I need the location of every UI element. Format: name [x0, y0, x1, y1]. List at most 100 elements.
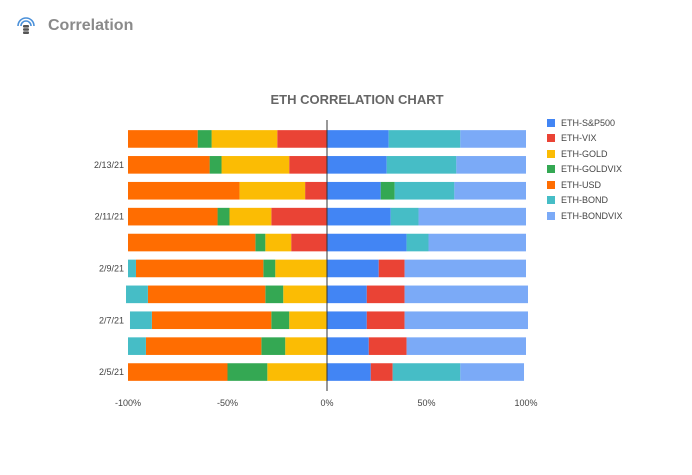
legend-item[interactable]: ETH-USD — [547, 177, 623, 193]
bar-segment — [128, 130, 198, 148]
x-tick-label: -100% — [115, 398, 141, 408]
bar-segment — [428, 233, 526, 252]
bar-segment — [128, 233, 256, 252]
bar-segment — [291, 233, 327, 252]
bar-segment — [265, 233, 292, 252]
bar-segment — [289, 311, 327, 330]
bar-segment — [386, 156, 457, 174]
chart-title: ETH CORRELATION CHART — [270, 92, 443, 107]
app-header: Correlation — [14, 14, 133, 38]
bar-segment — [263, 259, 276, 278]
bar-segment — [327, 233, 407, 252]
bar-segment — [285, 337, 327, 355]
bar-segment — [261, 337, 286, 355]
bar-segment — [128, 363, 228, 381]
bar-segment — [209, 156, 222, 174]
legend-item[interactable]: ETH-BONDVIX — [547, 208, 623, 224]
bar-segment — [227, 363, 268, 381]
bar-segment — [135, 259, 264, 278]
bar-segment — [460, 363, 525, 381]
y-tick-label: 2/9/21 — [99, 263, 124, 273]
bar-segment — [390, 207, 419, 226]
bar-segment — [418, 207, 526, 226]
bar-segment — [392, 363, 461, 381]
legend-swatch — [547, 165, 555, 174]
x-tick-label: 100% — [514, 398, 537, 408]
y-tick-label: 2/13/21 — [94, 160, 124, 170]
legend-label: ETH-S&P500 — [561, 117, 616, 128]
legend-item[interactable]: ETH-BOND — [547, 193, 623, 209]
bar-segment — [289, 156, 327, 174]
bar-segment — [370, 363, 393, 381]
bar-segment — [128, 181, 240, 200]
bars-layer — [126, 130, 528, 381]
bar-segment — [239, 181, 306, 200]
bar-segment — [388, 130, 461, 148]
bar-segment — [128, 156, 210, 174]
bar-segment — [406, 233, 429, 252]
bar-segment — [197, 130, 212, 148]
bar-segment — [366, 311, 405, 330]
bar-segment — [380, 181, 395, 200]
bar-segment — [406, 337, 526, 355]
bar-segment — [271, 311, 290, 330]
x-tick-label: 0% — [320, 398, 333, 408]
bar-segment — [129, 311, 152, 330]
database-signal-icon — [17, 17, 35, 34]
bar-segment — [151, 311, 272, 330]
x-tick-label: -50% — [217, 398, 238, 408]
bar-segment — [327, 130, 389, 148]
bar-segment — [327, 259, 379, 278]
legend-item[interactable]: ETH-S&P500 — [547, 115, 623, 131]
bar-segment — [267, 363, 327, 381]
y-tick-label: 2/5/21 — [99, 367, 124, 377]
bar-segment — [255, 233, 266, 252]
legend-item[interactable]: ETH-VIX — [547, 131, 623, 147]
chart-legend: ETH-S&P500 ETH-VIX ETH-GOLD ETH-GOLDVIX ETH-… — [547, 115, 623, 224]
bar-segment — [217, 207, 230, 226]
x-tick-label: 50% — [417, 398, 435, 408]
bar-segment — [404, 311, 528, 330]
bar-segment — [327, 156, 387, 174]
bar-segment — [128, 337, 146, 355]
bar-segment — [327, 311, 367, 330]
bar-segment — [327, 207, 391, 226]
bar-segment — [283, 285, 327, 304]
app-title: Correlation — [48, 17, 134, 34]
legend-item[interactable]: ETH-GOLDVIX — [547, 162, 623, 178]
bar-segment — [147, 285, 266, 304]
legend-label: ETH-BONDVIX — [561, 210, 623, 221]
bar-segment — [305, 181, 327, 200]
legend-item[interactable]: ETH-GOLD — [547, 146, 623, 162]
legend-label: ETH-GOLD — [561, 148, 608, 159]
legend-swatch — [547, 149, 555, 158]
y-tick-label: 2/11/21 — [95, 212, 124, 222]
bar-segment — [145, 337, 262, 355]
legend-label: ETH-GOLDVIX — [561, 164, 623, 175]
bar-segment — [221, 156, 290, 174]
bar-segment — [128, 259, 136, 278]
bar-segment — [327, 337, 369, 355]
bar-segment — [128, 207, 218, 226]
bar-segment — [404, 285, 528, 304]
bar-segment — [271, 207, 327, 226]
bar-segment — [275, 259, 327, 278]
bar-segment — [277, 130, 327, 148]
legend-label: ETH-USD — [561, 179, 601, 190]
bar-segment — [368, 337, 407, 355]
bar-segment — [454, 181, 526, 200]
bar-segment — [229, 207, 272, 226]
bar-segment — [378, 259, 405, 278]
bar-segment — [126, 285, 148, 304]
bar-segment — [394, 181, 455, 200]
y-tick-label: 2/7/21 — [99, 315, 124, 325]
legend-label: ETH-VIX — [561, 133, 597, 144]
bar-segment — [404, 259, 526, 278]
bar-segment — [327, 285, 367, 304]
bar-segment — [366, 285, 405, 304]
legend-swatch — [547, 196, 555, 205]
bar-segment — [211, 130, 278, 148]
bar-segment — [327, 363, 371, 381]
legend-swatch — [547, 134, 555, 143]
